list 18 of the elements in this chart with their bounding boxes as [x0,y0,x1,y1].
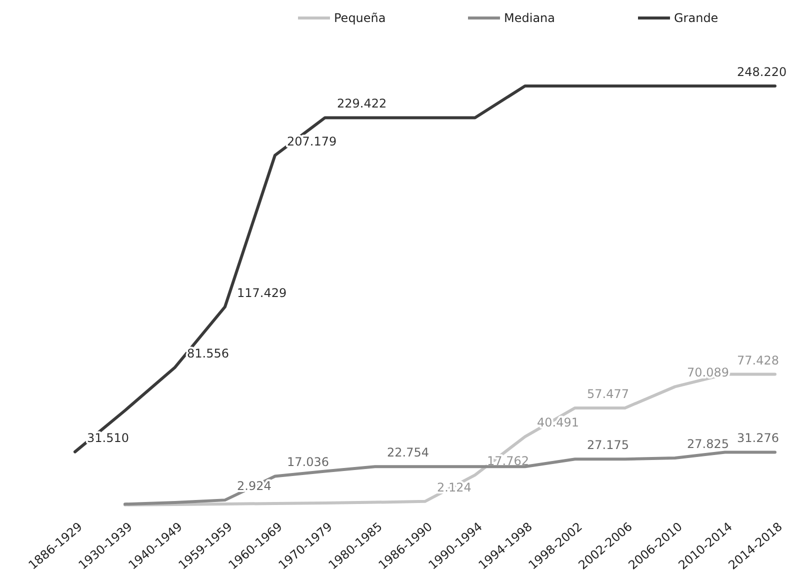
data-label: 77.428 [737,353,779,368]
legend-label: Mediana [504,11,555,25]
data-label: 229.422 [337,96,387,111]
data-label: 17.762 [487,454,529,468]
data-label: 17.036 [287,455,329,470]
data-label: 117.429 [237,286,287,300]
data-label: 70.089 [687,366,729,380]
data-label: 248.220 [737,65,787,79]
data-label: 27.825 [687,437,729,452]
data-label: 81.556 [187,346,229,360]
data-label: 22.754 [387,446,429,460]
legend-label: Pequeña [334,11,386,25]
legend-label: Grande [674,11,718,25]
data-label: 40.491 [537,416,579,430]
data-label: 31.276 [737,431,779,446]
data-label: 27.175 [587,438,629,452]
data-label: 2.124 [437,480,472,494]
data-label: 57.477 [587,386,629,401]
